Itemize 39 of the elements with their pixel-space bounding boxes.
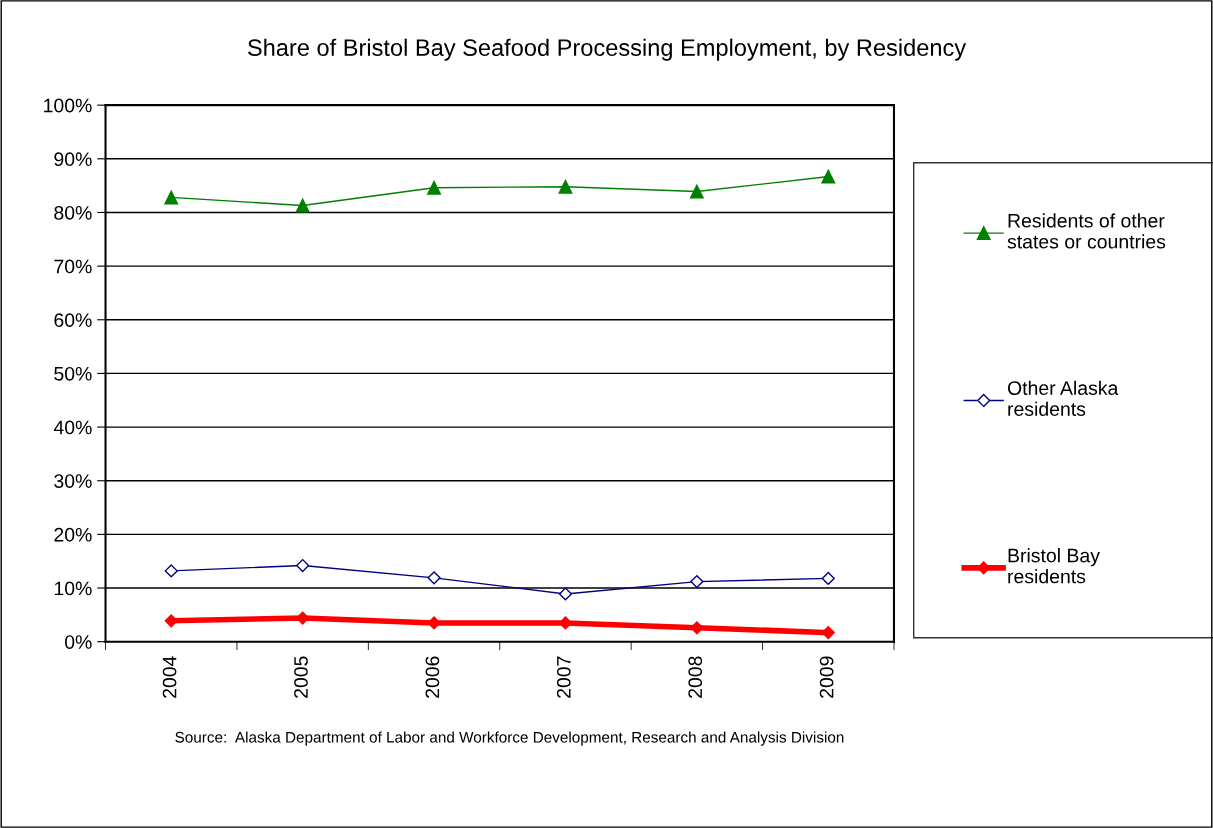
point xyxy=(689,184,704,199)
point xyxy=(427,180,441,195)
chart-title: Share of Bristol Bay Seafood Processing Employment, by Residency xyxy=(248,38,967,61)
x-tick-label: 2007 xyxy=(556,656,571,698)
point xyxy=(558,587,573,601)
x-tick-label: 2009 xyxy=(819,656,834,698)
point xyxy=(295,198,310,213)
x-tick-label: 2008 xyxy=(688,656,703,698)
point xyxy=(427,571,441,585)
x-tick-label: 2006 xyxy=(425,656,440,698)
y-tick-label: 90% xyxy=(54,152,92,167)
x-tick-label: 2004 xyxy=(162,656,177,698)
point xyxy=(164,564,178,578)
point xyxy=(821,169,836,184)
point xyxy=(690,575,704,589)
point xyxy=(164,614,178,628)
y-tick-label: 50% xyxy=(54,366,92,381)
point xyxy=(690,621,704,635)
point xyxy=(164,190,179,205)
y-tick-label: 40% xyxy=(53,420,92,435)
legend-label: Bristol Bay residents xyxy=(1008,548,1100,584)
y-tick-label: 100% xyxy=(44,98,92,113)
legend-label: Residents of other states or countries xyxy=(1007,213,1166,249)
point xyxy=(296,558,310,573)
x-tick-label: 2005 xyxy=(294,656,308,698)
source-note: Source: Alaska Department of Labor and Workforce Development, Research and Analysis Division xyxy=(175,731,844,746)
point xyxy=(821,571,835,585)
y-tick-label: 30% xyxy=(54,474,92,488)
point xyxy=(296,611,310,625)
point xyxy=(427,616,441,630)
point xyxy=(558,616,573,630)
y-tick-label: 20% xyxy=(54,527,92,542)
y-tick-label: 70% xyxy=(54,259,92,274)
y-tick-label: 60% xyxy=(54,313,92,328)
point xyxy=(558,179,573,194)
legend-label: Other Alaska residents xyxy=(1007,380,1119,416)
y-tick-label: 80% xyxy=(54,205,92,220)
y-tick-label: 0% xyxy=(64,635,92,649)
y-tick-label: 10% xyxy=(54,581,92,596)
